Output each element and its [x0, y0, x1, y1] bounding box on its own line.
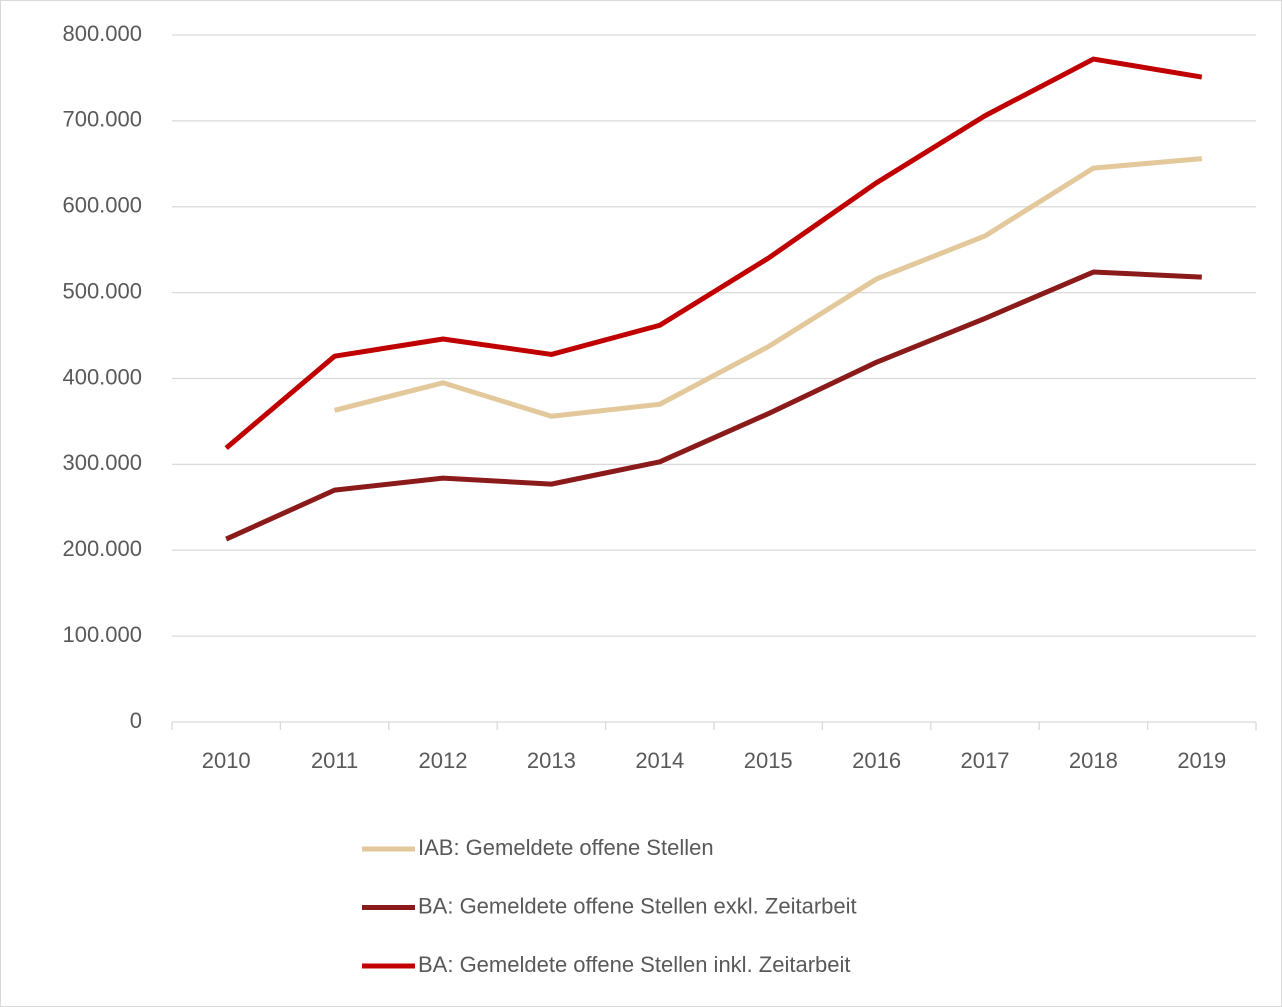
- x-tick-label: 2018: [1069, 748, 1118, 773]
- x-tick-label: 2015: [744, 748, 793, 773]
- legend-label: BA: Gemeldete offene Stellen exkl. Zeita…: [418, 893, 857, 918]
- x-tick-label: 2017: [961, 748, 1010, 773]
- y-tick-label: 400.000: [62, 364, 142, 389]
- y-tick-label: 0: [130, 708, 142, 733]
- x-tick-label: 2014: [635, 748, 684, 773]
- data-line: [224, 56, 1203, 450]
- x-tick-label: 2013: [527, 748, 576, 773]
- y-tick-label: 100.000: [62, 622, 142, 647]
- y-tick-label: 600.000: [62, 193, 142, 218]
- y-tick-label: 300.000: [62, 450, 142, 475]
- y-tick-label: 700.000: [62, 107, 142, 132]
- y-tick-label: 500.000: [62, 278, 142, 303]
- y-tick-label: 800.000: [62, 21, 142, 46]
- y-tick-label: 200.000: [62, 536, 142, 561]
- x-tick-label: 2010: [202, 748, 251, 773]
- data-line: [333, 156, 1203, 419]
- x-tick-label: 2011: [311, 748, 358, 773]
- data-line: [225, 269, 1202, 542]
- legend-label: IAB: Gemeldete offene Stellen: [418, 835, 714, 860]
- x-tick-label: 2016: [852, 748, 901, 773]
- x-tick-label: 2012: [419, 748, 468, 773]
- legend-label: BA: Gemeldete offene Stellen inkl. Zeita…: [418, 952, 851, 977]
- x-tick-label: 2019: [1177, 748, 1226, 773]
